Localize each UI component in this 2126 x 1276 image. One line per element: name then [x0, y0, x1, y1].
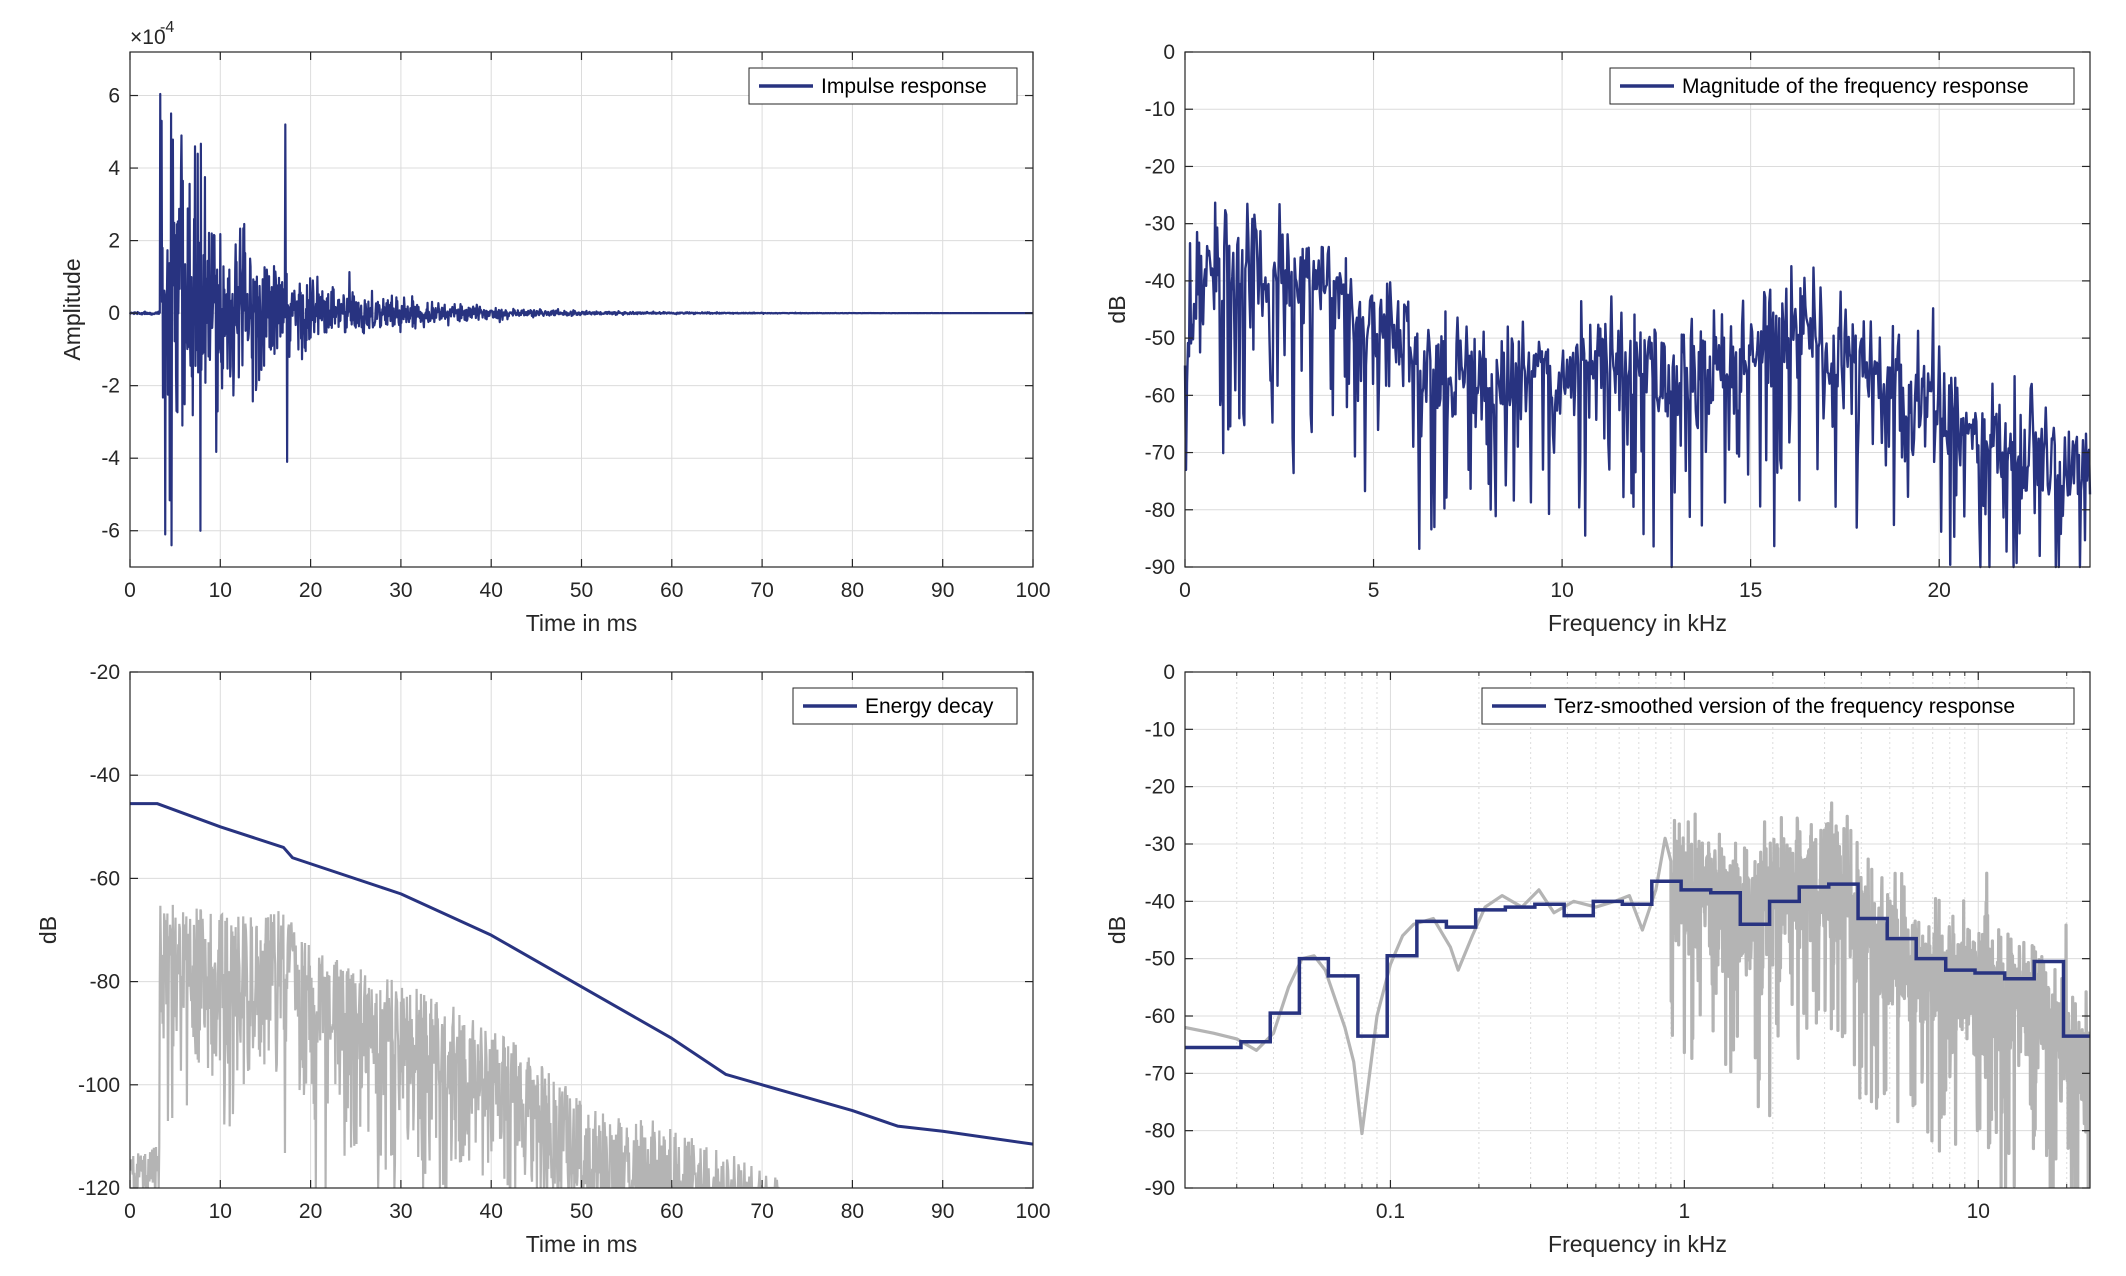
x-tick-label: 10 [1550, 579, 1573, 602]
y-tick-label: -20 [1145, 155, 1175, 178]
x-axis-label: Frequency in kHz [1548, 1231, 1727, 1257]
x-tick-label: 5 [1368, 579, 1380, 602]
impulse-response-panel: 0 10 20 30 40 50 60 70 80 90 100 -6 -4 -2 0 2 4 6 Time in … [59, 19, 1051, 636]
y-tick-label: 0 [108, 302, 120, 325]
x-tick-label: 0 [1179, 579, 1191, 602]
terz-smoothed-panel: 0.1 1 10 0 -10 -20 -30 -40 -50 -60 -70 -80 -90 Freque… [1104, 661, 2091, 1257]
x-tick-label: 0.1 [1376, 1200, 1405, 1223]
x-tick-label: 30 [389, 579, 412, 602]
y-tick-label: -80 [1145, 1120, 1175, 1143]
x-tick-label: 80 [841, 1200, 864, 1223]
y-tick-label: 2 [108, 230, 120, 253]
y-tick-label: -90 [1145, 556, 1175, 579]
legend: Energy decay [792, 687, 1018, 725]
y-tick-label: -90 [1145, 1177, 1175, 1200]
x-tick-label: 90 [931, 1200, 954, 1223]
y-tick-label: -60 [1145, 1005, 1175, 1028]
x-tick-label: 10 [1967, 1200, 1990, 1223]
y-tick-label: -70 [1145, 1062, 1175, 1085]
y-tick-label: -2 [101, 375, 120, 398]
terz-smoothed-line [1185, 879, 2090, 1050]
terz-raw-line [1185, 801, 2090, 1188]
y-tick-label: -20 [1145, 776, 1175, 799]
y-axis-label: dB [35, 916, 61, 944]
x-tick-label: 10 [209, 579, 232, 602]
legend-label: Energy decay [865, 695, 994, 718]
y-tick-label: -10 [1145, 718, 1175, 741]
x-tick-label: 80 [841, 579, 864, 602]
y-tick-label: -60 [1145, 384, 1175, 407]
y-tick-label: -6 [101, 520, 120, 543]
x-tick-label: 20 [299, 579, 322, 602]
y-axis-label: dB [1104, 916, 1130, 944]
y-tick-label: -30 [1145, 213, 1175, 236]
axes-frame [1184, 51, 2091, 568]
x-tick-label: 100 [1015, 579, 1050, 602]
x-tick-label: 90 [931, 579, 954, 602]
axes-frame [1184, 671, 2091, 1189]
x-tick-label: 40 [480, 1200, 503, 1223]
legend: Magnitude of the frequency response [1609, 67, 2075, 105]
y-tick-label: 6 [108, 85, 120, 108]
y-tick-label: 4 [108, 157, 120, 180]
y-axis-label: Amplitude [59, 258, 85, 360]
legend-label: Terz-smoothed version of the frequency r… [1554, 695, 2015, 718]
y-tick-label: -50 [1145, 948, 1175, 971]
x-tick-label: 100 [1015, 1200, 1050, 1223]
x-tick-label: 1 [1678, 1200, 1690, 1223]
legend-box [1481, 687, 2075, 725]
x-tick-label: 50 [570, 1200, 593, 1223]
legend-box [1609, 67, 2075, 105]
x-tick-label: 20 [1927, 579, 1950, 602]
x-tick-label: 60 [660, 1200, 683, 1223]
x-tick-label: 70 [750, 579, 773, 602]
x-tick-label: 50 [570, 579, 593, 602]
y-tick-label: -60 [90, 867, 120, 890]
x-tick-label: 0 [124, 579, 136, 602]
x-tick-label: 60 [660, 579, 683, 602]
x-axis-label: Time in ms [526, 1231, 638, 1257]
energy-decay-panel: 0 10 20 30 40 50 60 70 80 90 100 -20 -40 -60 -80 -100 -1… [35, 661, 1051, 1257]
legend-label: Impulse response [821, 75, 987, 98]
y-tick-label: -30 [1145, 833, 1175, 856]
x-tick-label: 0 [124, 1200, 136, 1223]
x-axis-label: Time in ms [526, 610, 638, 636]
y-tick-label: 0 [1163, 41, 1175, 64]
y-tick-label: -40 [1145, 890, 1175, 913]
y-tick-label: -120 [78, 1177, 120, 1200]
y-tick-label: -40 [1145, 270, 1175, 293]
y-tick-label: -100 [78, 1074, 120, 1097]
y-multiplier-label: ×10 [130, 26, 166, 49]
x-tick-label: 15 [1739, 579, 1762, 602]
legend: Impulse response [748, 67, 1018, 105]
y-multiplier-exponent: -4 [160, 19, 174, 36]
magnitude-response-line [1183, 201, 2092, 569]
y-tick-label: -50 [1145, 327, 1175, 350]
y-tick-label: -80 [1145, 499, 1175, 522]
y-tick-label: -40 [90, 764, 120, 787]
y-tick-label: -10 [1145, 98, 1175, 121]
x-tick-label: 10 [209, 1200, 232, 1223]
x-axis-label: Frequency in kHz [1548, 610, 1727, 636]
y-tick-label: 0 [1163, 661, 1175, 684]
y-tick-label: -4 [101, 447, 120, 470]
x-tick-label: 20 [299, 1200, 322, 1223]
legend: Terz-smoothed version of the frequency r… [1481, 687, 2075, 725]
x-tick-label: 70 [750, 1200, 773, 1223]
y-tick-label: -80 [90, 971, 120, 994]
y-tick-label: -70 [1145, 442, 1175, 465]
impulse-response-line [128, 92, 1034, 547]
y-tick-label: -20 [90, 661, 120, 684]
x-tick-label: 30 [389, 1200, 412, 1223]
energy-decay-line [130, 802, 1034, 1146]
legend-label: Magnitude of the frequency response [1682, 75, 2029, 98]
magnitude-response-panel: 0 5 10 15 20 0 -10 -20 -30 -40 -50 -60 -70 -80 -90 Freq… [1104, 41, 2092, 636]
y-axis-label: dB [1104, 295, 1130, 323]
x-tick-label: 40 [480, 579, 503, 602]
